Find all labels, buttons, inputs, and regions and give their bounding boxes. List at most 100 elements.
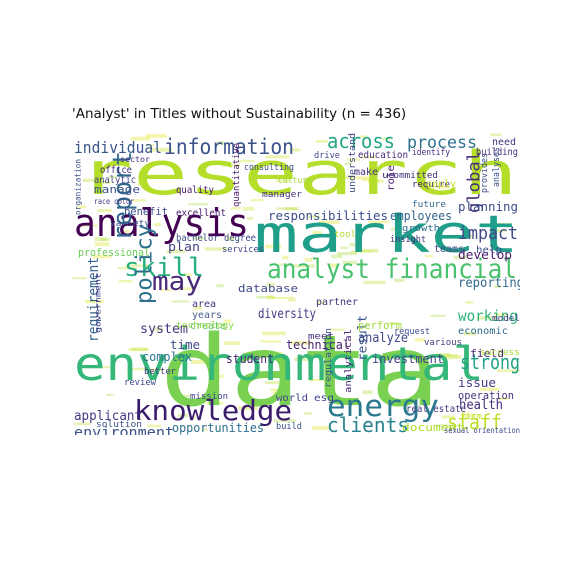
word-regulation: regulation xyxy=(324,328,334,388)
word-research: research xyxy=(78,139,518,209)
word-sexual-orientation: sexual orientation xyxy=(444,426,520,435)
word-quality: quality xyxy=(176,185,214,196)
word-investment: investment xyxy=(372,352,444,366)
word-economic: economic xyxy=(458,326,508,337)
word-field: field xyxy=(470,347,504,360)
word-analytic: analytic xyxy=(94,175,136,186)
word-time: time xyxy=(170,338,200,352)
word-reporting: reporting xyxy=(458,276,520,291)
word-teams: teams xyxy=(434,244,464,255)
word-committed: committed xyxy=(388,171,438,181)
word-education: education xyxy=(358,150,408,161)
word-global: global xyxy=(465,151,485,213)
word-may: may xyxy=(152,267,202,297)
word-skill: skill xyxy=(124,253,204,283)
word-make: make xyxy=(354,167,378,178)
word-meet: meet xyxy=(308,332,334,342)
word-employees: employees xyxy=(390,209,452,223)
word-model: model xyxy=(492,314,520,324)
word-role: role xyxy=(386,165,397,191)
word-process: process xyxy=(407,133,477,153)
word-quantitative: quantitative xyxy=(232,143,242,207)
chart-title: 'Analyst' in Titles without Sustainabili… xyxy=(72,106,407,122)
word-planning: planning xyxy=(458,200,518,214)
word-partner: partner xyxy=(316,297,358,308)
word-responsibilities: responsibilities xyxy=(268,209,388,223)
word-esg: esg xyxy=(314,393,334,404)
word-operation: operation xyxy=(458,389,514,402)
word-us: us xyxy=(382,171,396,181)
word-organization: organization xyxy=(73,159,82,215)
word-report: report xyxy=(108,151,138,241)
word-solution: solution xyxy=(96,420,142,430)
word-insight: insight xyxy=(390,235,426,245)
word-system: system xyxy=(140,322,188,337)
word-environmental: environmental xyxy=(74,337,484,391)
word-market: market xyxy=(254,205,519,265)
word-applicant: applicant xyxy=(74,409,142,424)
word-various: various xyxy=(424,338,462,348)
word-technology: technology xyxy=(176,321,235,331)
word-health: health xyxy=(459,398,503,413)
word-success: success xyxy=(480,348,520,358)
word-require: require xyxy=(412,180,450,190)
word-professional: professional xyxy=(78,246,150,259)
word-analysis: analysis xyxy=(74,201,249,245)
word-better: better xyxy=(144,367,177,377)
word-strong: strong xyxy=(460,350,520,374)
word-staff: staff xyxy=(447,410,502,434)
word-bachelor-degree: bachelor degree xyxy=(176,233,256,244)
word-need: need xyxy=(492,137,516,148)
word-mission: mission xyxy=(190,392,228,402)
word-apply: apply xyxy=(426,179,456,190)
word-diversity: diversity xyxy=(258,307,316,322)
word-analyst-financial: analyst financial xyxy=(267,254,517,285)
word-analyze: analyze xyxy=(358,331,408,346)
word-data: data xyxy=(160,315,440,429)
word-requirement: requirement xyxy=(86,257,102,342)
word-analytical: analytical xyxy=(344,329,354,393)
word-information: information xyxy=(164,135,294,159)
word-race-color: race color xyxy=(94,197,134,206)
word-impact: impact xyxy=(458,223,518,244)
word-student: student xyxy=(226,352,274,366)
word-office: office xyxy=(100,165,132,176)
word-environment: environment xyxy=(74,425,174,435)
word-growth: growth xyxy=(402,224,440,234)
word-government: government xyxy=(93,273,102,333)
word-services: services xyxy=(222,245,264,255)
word-manager: manager xyxy=(262,190,303,200)
word-building: building xyxy=(476,147,518,158)
word-future: future xyxy=(412,200,446,210)
word-identify: identify xyxy=(412,148,450,158)
word-working: working xyxy=(458,307,518,325)
word-real-estate: real estate xyxy=(406,404,466,415)
word-sector: sector xyxy=(120,155,150,164)
word-policy: policy xyxy=(133,224,158,304)
word-tool: tool xyxy=(334,230,356,240)
word-excellent: excellent xyxy=(176,208,226,219)
word-firm: firm xyxy=(460,412,482,422)
word-world: world xyxy=(276,393,308,404)
word-build: build xyxy=(276,422,302,432)
word-manage: manage xyxy=(94,183,140,196)
word-result: result xyxy=(356,315,370,361)
word-clients: clients xyxy=(327,413,409,435)
background-texture xyxy=(72,133,520,431)
word-opportunities: opportunities xyxy=(172,421,264,435)
word-drive: drive xyxy=(314,151,340,161)
word-benefit: benefit xyxy=(124,205,168,218)
word-understand: understand xyxy=(348,133,358,193)
word-area: area xyxy=(192,299,216,310)
word-document: document xyxy=(402,421,464,434)
word-perform: perform xyxy=(358,319,402,332)
word-develop: develop xyxy=(458,248,512,262)
word-culture: culture xyxy=(278,176,312,186)
word-variety: variety xyxy=(110,219,151,229)
word-plan: plan xyxy=(168,240,200,254)
word-individual: individual xyxy=(74,138,162,157)
word-request: request xyxy=(394,327,430,337)
word-across: across xyxy=(327,133,395,153)
